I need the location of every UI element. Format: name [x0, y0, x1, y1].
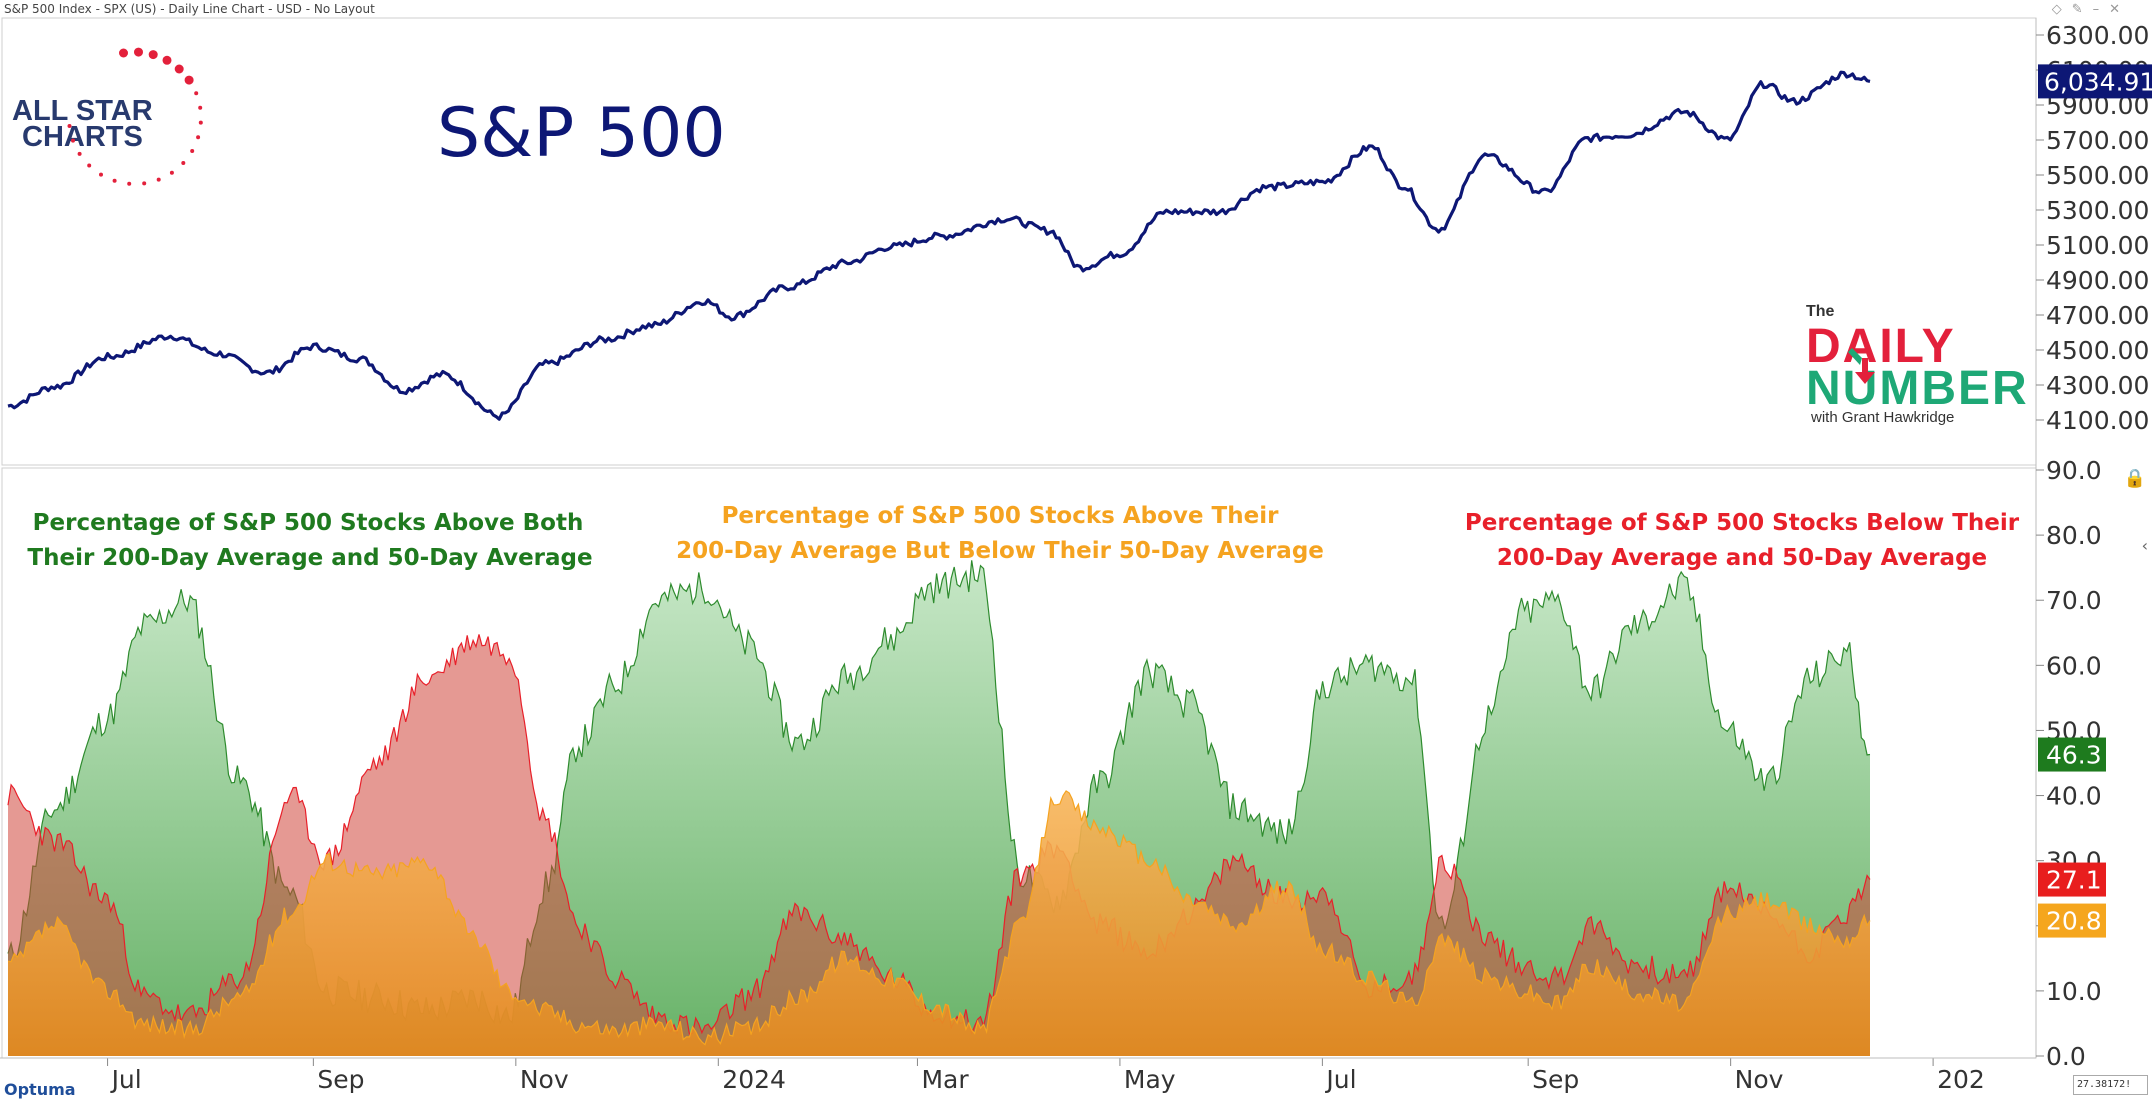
- price-last-value-badge: [2038, 64, 2152, 99]
- x-tick-label-8: Nov: [1735, 1065, 1784, 1094]
- logo-daily-word1: DAILY: [1806, 320, 1956, 373]
- star-dot-10: [190, 149, 195, 153]
- price-tick-label-3: 4700.00: [2046, 301, 2149, 330]
- breadth-tick-label-0: 0.0: [2046, 1042, 2086, 1071]
- star-dot-11: [181, 161, 186, 165]
- x-tick-label-4: Mar: [921, 1065, 969, 1094]
- x-tick-label-9: 202: [1937, 1065, 1985, 1094]
- annotation-red-line2: 200-Day Average and 50-Day Average: [1497, 545, 1987, 571]
- arrow-up-icon: [1848, 348, 1862, 365]
- breadth-last-value-label-1: 27.1: [2046, 866, 2102, 895]
- star-dot-0: [119, 48, 128, 58]
- axes: 4100.00 4300.00 4500.00 4700.00 4900.00 5100.…: [0, 21, 2152, 1094]
- price-chart-title: S&P 500: [437, 94, 726, 173]
- breadth-tick-label-4: 40.0: [2046, 782, 2102, 811]
- star-dot-20: [71, 138, 75, 143]
- breadth-panel: [7, 560, 1871, 1056]
- star-dot-1: [134, 47, 143, 57]
- minimize-icon[interactable]: –: [2092, 2, 2110, 17]
- price-tick-label-0: 4100.00: [2046, 406, 2149, 435]
- breadth-last-value-badge-0: [2038, 737, 2106, 772]
- star-dot-6: [194, 91, 199, 96]
- star-dot-19: [77, 151, 82, 156]
- annotation-orange-line2: 200-Day Average But Below Their 50-Day A…: [676, 538, 1324, 564]
- annotation-green-line1: Percentage of S&P 500 Stocks Above Both: [33, 510, 584, 536]
- x-tick-label-0: Jul: [110, 1065, 142, 1094]
- star-dot-12: [169, 170, 174, 175]
- logo-daily-word2: NUMBER: [1806, 362, 2029, 415]
- line-above-200-below-50: [7, 790, 1871, 1046]
- arrow-down-icon: [1855, 358, 1875, 384]
- breadth-last-value-label-2: 20.8: [2046, 907, 2102, 936]
- breadth-last-value-label-0: 46.3: [2046, 741, 2102, 770]
- breadth-tick-label-6: 60.0: [2046, 651, 2102, 680]
- star-dot-4: [174, 64, 184, 74]
- breadth-tick-label-7: 70.0: [2046, 586, 2102, 615]
- x-tick-label-6: Jul: [1324, 1065, 1356, 1094]
- breadth-tick-label-1: 10.0: [2046, 977, 2102, 1006]
- x-tick-label-3: 2024: [722, 1065, 786, 1094]
- breadth-last-value-badge-2: [2038, 903, 2106, 938]
- x-tick-label-7: Sep: [1532, 1065, 1579, 1094]
- lock-icon[interactable]: 🔒: [2123, 468, 2146, 489]
- coordinate-readout: 27.38172!: [2073, 1075, 2148, 1095]
- star-dot-9: [196, 135, 201, 140]
- area-above-200-below-50: [8, 790, 1870, 1056]
- star-dot-2: [148, 50, 158, 60]
- star-dot-15: [127, 181, 132, 186]
- daily-number-logo: The DAILY NUMBER with Grant Hawkridge: [1806, 303, 2029, 426]
- allstar-charts-logo: ALL STAR CHARTS: [12, 47, 203, 186]
- chevron-left-icon[interactable]: ‹: [2141, 536, 2148, 555]
- price-panel-frame: [1, 17, 2037, 466]
- annotation-green-line2: Their 200-Day Average and 50-Day Average: [27, 545, 592, 571]
- price-tick-label-4: 4900.00: [2046, 266, 2149, 295]
- star-dot-16: [112, 178, 117, 183]
- optuma-logo: Optuma: [4, 1080, 76, 1099]
- pin-icon[interactable]: ✎: [2071, 2, 2093, 17]
- price-tick-label-2: 4500.00: [2046, 336, 2149, 365]
- star-dot-3: [162, 55, 172, 65]
- close-icon[interactable]: ✕: [2109, 2, 2130, 17]
- x-tick-label-5: May: [1124, 1065, 1176, 1094]
- chart-description: S&P 500 Index - SPX (US) - Daily Line Ch…: [4, 2, 375, 16]
- diamond-icon[interactable]: ◇: [2051, 2, 2072, 17]
- star-dot-8: [198, 120, 203, 125]
- x-tick-label-1: Sep: [317, 1065, 364, 1094]
- star-dot-17: [99, 172, 103, 177]
- star-dot-14: [142, 181, 147, 186]
- price-last-value-label: 6,034.91: [2044, 67, 2152, 96]
- annotation-orange-line1: Percentage of S&P 500 Stocks Above Their: [722, 503, 1280, 529]
- logo-allstar-line2: CHARTS: [22, 121, 143, 153]
- logo-allstar-line1: ALL STAR: [12, 95, 153, 127]
- breadth-tick-label-9: 90.0: [2046, 456, 2102, 485]
- star-dot-13: [156, 177, 161, 182]
- logo-daily-byline: with Grant Hawkridge: [1810, 409, 1954, 426]
- x-tick-label-2: Nov: [520, 1065, 569, 1094]
- star-ring-icon: [67, 47, 203, 186]
- breadth-tick-label-8: 80.0: [2046, 521, 2102, 550]
- price-tick-label-6: 5300.00: [2046, 196, 2149, 225]
- price-tick-label-11: 6300.00: [2046, 21, 2149, 50]
- price-tick-label-5: 5100.00: [2046, 231, 2149, 260]
- price-tick-label-1: 4300.00: [2046, 371, 2149, 400]
- star-dot-21: [67, 124, 72, 128]
- price-tick-label-8: 5700.00: [2046, 126, 2149, 155]
- price-tick-label-7: 5500.00: [2046, 161, 2149, 190]
- star-dot-7: [198, 105, 203, 110]
- breadth-last-value-badge-1: [2038, 862, 2106, 897]
- logo-daily-the: The: [1806, 303, 1835, 320]
- star-dot-18: [87, 163, 92, 168]
- price-series-line: [7, 70, 1871, 421]
- annotations: Percentage of S&P 500 Stocks Above Both …: [27, 503, 2019, 571]
- price-panel: [7, 70, 1871, 421]
- star-dot-5: [184, 75, 194, 85]
- window-controls[interactable]: ◇✎–✕: [2052, 2, 2130, 17]
- annotation-red-line1: Percentage of S&P 500 Stocks Below Their: [1465, 510, 2020, 536]
